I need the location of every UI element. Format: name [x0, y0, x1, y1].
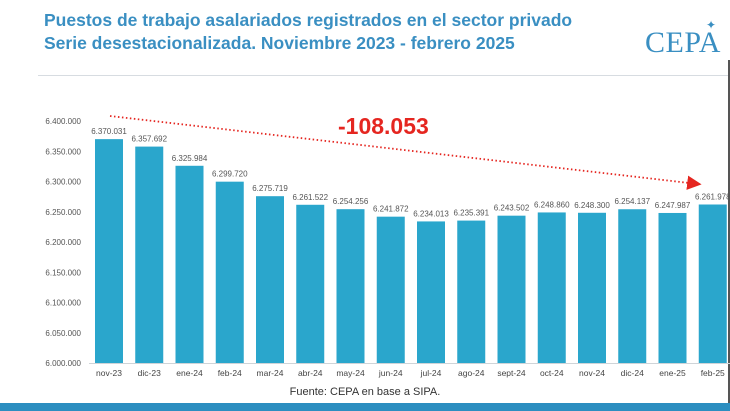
y-tick-label: 6.150.000 [45, 268, 81, 277]
x-tick-label: sept-24 [497, 368, 526, 378]
y-tick-label: 6.300.000 [45, 178, 81, 187]
x-tick-label: ene-25 [659, 368, 686, 378]
data-label: 6.243.502 [494, 204, 530, 213]
frame-edge [728, 60, 730, 411]
bar [215, 181, 244, 363]
y-tick-label: 6.050.000 [45, 329, 81, 338]
chart-title: Puestos de trabajo asalariados registrad… [44, 9, 572, 55]
x-tick-label: dic-23 [138, 368, 161, 378]
data-label: 6.299.720 [212, 170, 248, 179]
data-label: 6.234.013 [413, 209, 449, 218]
y-tick-label: 6.250.000 [45, 208, 81, 217]
y-tick-label: 6.200.000 [45, 238, 81, 247]
bottom-band [0, 403, 730, 411]
data-label: 6.370.031 [91, 127, 127, 136]
cepa-logo: CEPA [645, 26, 721, 59]
header-divider [38, 75, 730, 76]
bar [457, 220, 486, 363]
logo-dove-icon: ✦ [706, 18, 717, 32]
bar [698, 204, 727, 363]
title-line-1: Puestos de trabajo asalariados registrad… [44, 10, 573, 30]
y-tick-label: 6.350.000 [45, 147, 81, 156]
data-label: 6.261.522 [292, 193, 328, 202]
x-tick-label: ago-24 [458, 368, 485, 378]
y-tick-label: 6.000.000 [45, 359, 81, 368]
x-tick-label: nov-23 [96, 368, 122, 378]
data-label: 6.248.860 [534, 200, 570, 209]
x-tick-label: ene-24 [176, 368, 203, 378]
data-label: 6.241.872 [373, 205, 409, 214]
bar [658, 212, 687, 363]
bar [135, 146, 164, 363]
x-tick-label: feb-25 [701, 368, 725, 378]
x-tick-label: abr-24 [298, 368, 323, 378]
x-tick-label: may-24 [336, 368, 365, 378]
title-line-2: Serie desestacionalizada. Noviembre 2023… [44, 33, 515, 53]
x-tick-label: nov-24 [579, 368, 605, 378]
trend-arrow [109, 115, 702, 190]
bar [537, 212, 566, 363]
bar [296, 204, 325, 363]
data-label: 6.254.256 [333, 197, 369, 206]
data-label: 6.254.137 [614, 197, 650, 206]
bar [497, 215, 526, 363]
bar [618, 209, 647, 363]
data-label: 6.248.300 [574, 201, 610, 210]
x-tick-label: feb-24 [218, 368, 242, 378]
data-label: 6.357.692 [131, 135, 167, 144]
bar [417, 221, 445, 363]
bar [256, 196, 284, 363]
data-label: 6.275.719 [252, 184, 288, 193]
y-tick-label: 6.400.000 [45, 117, 81, 126]
data-label: 6.235.391 [453, 209, 489, 218]
difference-annotation: -108.053 [338, 113, 429, 139]
data-label: 6.325.984 [172, 154, 208, 163]
bar [578, 212, 606, 363]
source-note: Fuente: CEPA en base a SIPA. [289, 386, 441, 398]
bar [376, 216, 405, 363]
x-tick-label: jun-24 [378, 368, 403, 378]
x-tick-label: dic-24 [621, 368, 644, 378]
bar [95, 139, 123, 363]
x-tick-label: jul-24 [420, 368, 442, 378]
x-tick-label: mar-24 [257, 368, 284, 378]
data-label: 6.261.978 [695, 193, 730, 202]
y-tick-label: 6.100.000 [45, 299, 81, 308]
x-tick-label: oct-24 [540, 368, 564, 378]
data-label: 6.247.987 [655, 201, 691, 210]
bar [336, 209, 365, 363]
bar [175, 165, 204, 363]
